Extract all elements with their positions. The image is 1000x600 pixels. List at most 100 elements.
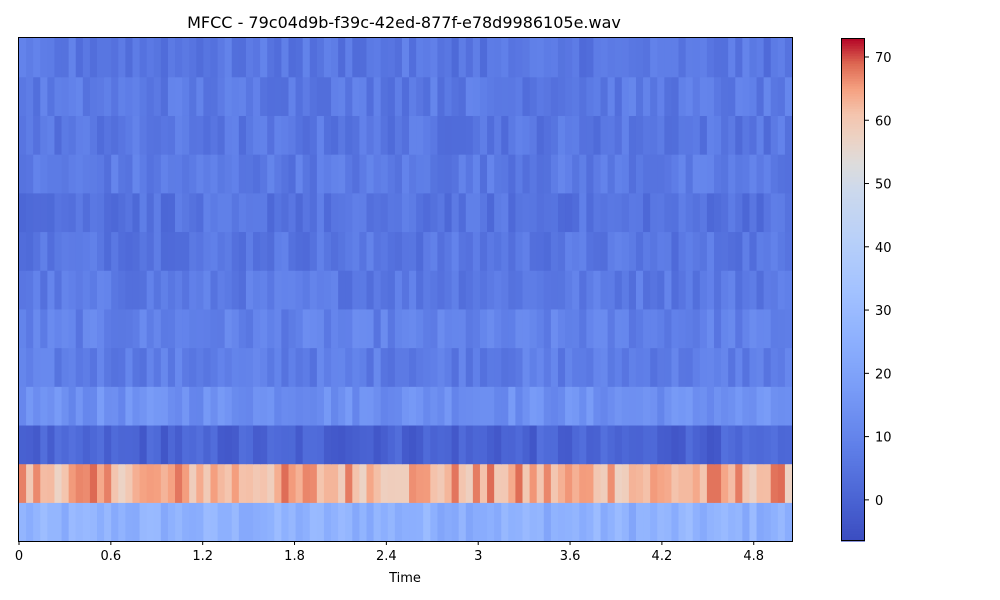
heatmap-cell — [47, 502, 56, 542]
heatmap-cell — [210, 154, 219, 194]
heatmap-cell — [699, 347, 708, 387]
heatmap-cell — [19, 424, 27, 465]
heatmap-cell — [572, 154, 580, 194]
heatmap-cell — [614, 270, 623, 310]
heatmap-cell — [26, 502, 34, 542]
heatmap-cell — [295, 463, 304, 503]
colorbar-segment — [841, 251, 865, 255]
heatmap-cell — [68, 463, 77, 503]
heatmap-cell — [579, 424, 587, 465]
heatmap-cell — [295, 115, 304, 155]
heatmap-cell — [203, 38, 212, 78]
heatmap-cell — [217, 502, 226, 542]
heatmap-cell — [614, 115, 623, 155]
heatmap-cell — [628, 154, 637, 194]
heatmap-cell — [685, 463, 694, 503]
heatmap-cell — [295, 347, 304, 387]
heatmap-cell — [423, 463, 431, 503]
heatmap-cell — [586, 463, 595, 503]
heatmap-cell — [501, 154, 509, 194]
heatmap-cell — [104, 502, 112, 542]
heatmap-cell — [352, 308, 360, 349]
heatmap-cell — [82, 424, 91, 465]
colorbar-segment — [841, 148, 865, 152]
heatmap-cell — [593, 38, 602, 78]
heatmap-cell — [54, 76, 63, 116]
heatmap-cell — [479, 115, 488, 155]
heatmap-cell — [359, 347, 368, 387]
heatmap-cell — [728, 424, 736, 465]
heatmap-cell — [89, 154, 98, 194]
heatmap-cell — [373, 192, 382, 233]
heatmap-cell — [323, 386, 332, 426]
heatmap-cell — [61, 347, 70, 387]
colorbar-segment — [841, 108, 865, 112]
heatmap-cell — [54, 424, 63, 465]
heatmap-cell — [536, 347, 545, 387]
heatmap-cell — [54, 38, 63, 78]
colorbar-segment — [841, 518, 865, 522]
heatmap-cell — [565, 154, 573, 194]
heatmap-cell — [111, 192, 119, 233]
heatmap-cell — [423, 502, 431, 542]
heatmap-cell — [302, 502, 311, 542]
heatmap-cell — [75, 154, 84, 194]
colorbar-segment — [841, 375, 865, 379]
heatmap-cell — [281, 115, 290, 155]
heatmap-cell — [650, 347, 658, 387]
heatmap-cell — [224, 154, 233, 194]
heatmap-cell — [338, 270, 346, 310]
heatmap-cell — [394, 270, 403, 310]
heatmap-cell — [550, 347, 559, 387]
heatmap-cell — [692, 38, 701, 78]
heatmap-cell — [139, 347, 148, 387]
colorbar-segment — [841, 131, 865, 135]
heatmap-cell — [430, 463, 439, 503]
heatmap-cell — [749, 347, 758, 387]
heatmap-cell — [203, 347, 212, 387]
heatmap-cell — [735, 192, 743, 233]
heatmap-cell — [338, 502, 346, 542]
heatmap-cell — [650, 38, 658, 78]
heatmap-cell — [678, 115, 687, 155]
heatmap-cell — [189, 463, 197, 503]
heatmap-cell — [19, 386, 27, 426]
heatmap-cell — [217, 463, 226, 503]
heatmap-cell — [770, 192, 779, 233]
heatmap-cell — [777, 502, 786, 542]
colorbar-segment — [841, 440, 865, 444]
heatmap-cell — [409, 386, 417, 426]
heatmap-cell — [756, 115, 765, 155]
colorbar-segment — [841, 347, 865, 351]
heatmap-cell — [664, 347, 673, 387]
heatmap-cell — [281, 154, 290, 194]
heatmap-cell — [302, 347, 311, 387]
heatmap-cell — [749, 115, 758, 155]
heatmap-cell — [550, 154, 559, 194]
heatmap-cell — [650, 424, 658, 465]
heatmap-cell — [643, 502, 651, 542]
heatmap-cell — [401, 38, 410, 78]
heatmap-cell — [685, 76, 694, 116]
heatmap-cell — [465, 347, 474, 387]
heatmap-cell — [210, 270, 219, 310]
heatmap-cell — [302, 192, 311, 233]
heatmap-cell — [664, 154, 673, 194]
heatmap-cell — [543, 347, 552, 387]
heatmap-cell — [295, 270, 304, 310]
heatmap-cell — [175, 38, 183, 78]
heatmap-cell — [437, 231, 446, 271]
heatmap-cell — [19, 308, 27, 349]
heatmap-cell — [182, 270, 190, 310]
heatmap-cell — [529, 386, 538, 426]
heatmap-cell — [593, 347, 602, 387]
colorbar-segment — [841, 68, 865, 72]
heatmap-cell — [643, 270, 651, 310]
heatmap-cell — [167, 308, 176, 349]
heatmap-cell — [253, 347, 261, 387]
heatmap-cell — [245, 231, 254, 271]
heatmap-cell — [515, 386, 524, 426]
heatmap-cell — [40, 76, 48, 116]
colorbar-segment — [841, 118, 865, 122]
heatmap-cell — [628, 463, 637, 503]
